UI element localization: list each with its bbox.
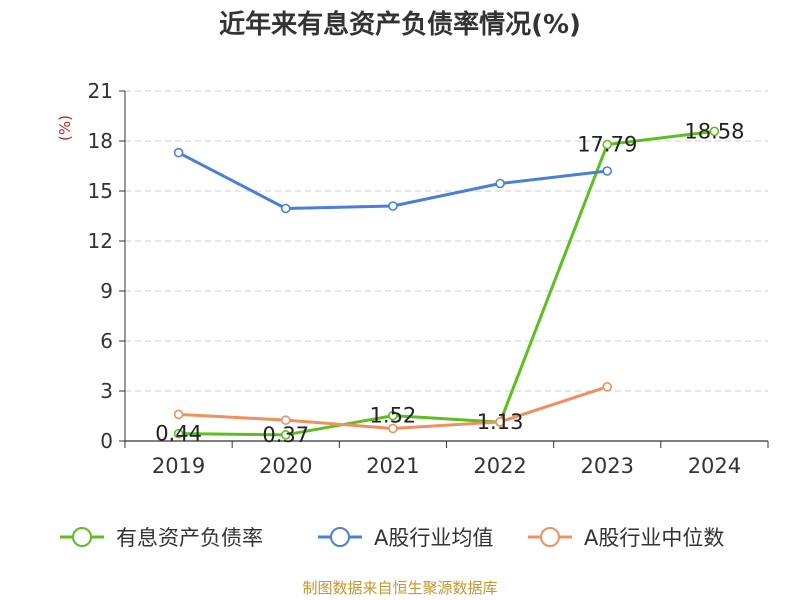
x-tick-label: 2020 xyxy=(259,454,312,478)
data-label: 1.13 xyxy=(477,410,524,434)
x-tick-label: 2023 xyxy=(581,454,634,478)
grid-lines xyxy=(125,90,768,392)
x-tick-label: 2022 xyxy=(473,454,526,478)
data-point[interactable] xyxy=(388,201,398,211)
chart-title: 近年来有息资产负债率情况(%) xyxy=(219,10,581,40)
data-point[interactable] xyxy=(280,430,291,440)
data-label: 1.52 xyxy=(370,404,417,428)
axes: 0 3 6 9 12 15 18 21 (%) 2019 2020 2021 2022 2023 2024 xyxy=(56,79,769,478)
data-point[interactable] xyxy=(495,178,505,189)
data-point[interactable] xyxy=(280,203,291,214)
legend-label: 有息资产负债率 xyxy=(116,526,263,550)
legend-swatch-marker xyxy=(72,527,92,547)
legend-label: A股行业均值 xyxy=(374,526,493,550)
y-tick-label: 12 xyxy=(88,229,113,253)
y-axis-label: (%) xyxy=(56,115,74,141)
series-line-0 xyxy=(178,129,715,437)
data-label: 17.79 xyxy=(577,133,637,157)
legend[interactable]: 有息资产负债率 A股行业均值 A股行业中位数 xyxy=(60,526,724,550)
legend-item-2[interactable]: A股行业中位数 xyxy=(528,526,724,550)
data-point[interactable] xyxy=(388,410,398,421)
data-point[interactable] xyxy=(388,423,398,434)
y-tick-label: 0 xyxy=(100,429,113,453)
data-point[interactable] xyxy=(602,382,613,392)
x-tick-label: 2024 xyxy=(688,454,741,478)
y-tick-label: 15 xyxy=(88,179,113,203)
y-tick-label: 21 xyxy=(88,79,113,103)
data-point[interactable] xyxy=(602,139,613,150)
data-point[interactable] xyxy=(495,417,505,427)
y-tick-label: 9 xyxy=(100,279,113,303)
source-note: 制图数据来自恒生聚源数据库 xyxy=(302,579,498,597)
legend-swatch-marker xyxy=(540,527,560,547)
data-point[interactable] xyxy=(709,126,720,137)
legend-swatch-marker xyxy=(330,527,350,547)
data-point[interactable] xyxy=(173,409,184,420)
legend-item-0[interactable]: 有息资产负债率 xyxy=(60,526,263,550)
series-lines xyxy=(173,126,720,440)
data-point[interactable] xyxy=(280,415,291,425)
data-point[interactable] xyxy=(173,428,184,439)
x-tick-label: 2019 xyxy=(152,454,205,478)
data-label: 0.44 xyxy=(155,422,202,446)
series-line-1 xyxy=(177,151,608,210)
legend-label: A股行业中位数 xyxy=(584,526,724,550)
y-tick-label: 6 xyxy=(100,329,113,353)
legend-item-1[interactable]: A股行业均值 xyxy=(318,526,493,550)
data-labels: 0.44 0.37 1.52 1.13 17.79 18.58 xyxy=(155,119,744,447)
y-tick-label: 3 xyxy=(100,379,113,403)
data-point[interactable] xyxy=(173,147,184,158)
data-point[interactable] xyxy=(602,166,613,176)
y-tick-label: 18 xyxy=(88,129,113,153)
x-tick-label: 2021 xyxy=(366,454,419,478)
data-label: 18.58 xyxy=(684,119,744,143)
data-label: 0.37 xyxy=(262,423,309,447)
